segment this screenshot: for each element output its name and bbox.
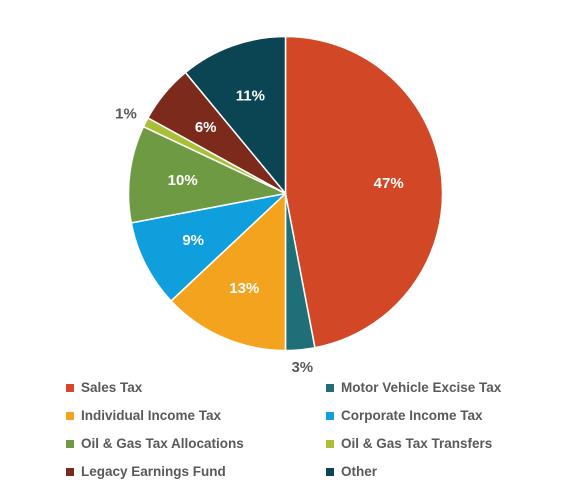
legend-swatch [66, 411, 74, 420]
pie-slice-5 [127, 125, 287, 224]
legend-swatch [326, 467, 334, 476]
data-label-4: 9% [182, 232, 204, 249]
legend-swatch [326, 439, 334, 448]
legend-label: Oil & Gas Tax Transfers [341, 436, 493, 451]
legend-item-4: Corporate Income Tax [326, 405, 536, 426]
chart-legend: Sales Tax Motor Vehicle Excise Tax Individ… [66, 377, 536, 482]
pie-slice-8 [184, 35, 287, 195]
legend-label: Oil & Gas Tax Allocations [81, 436, 244, 451]
data-label-5: 10% [168, 172, 198, 189]
data-label-1: 47% [374, 175, 404, 192]
legend-item-1: Sales Tax [66, 377, 326, 398]
legend-label: Other [341, 464, 378, 479]
legend-item-3: Individual Income Tax [66, 405, 326, 426]
legend-swatch [326, 411, 334, 420]
pie-slice-1 [284, 35, 444, 349]
legend-item-2: Motor Vehicle Excise Tax [326, 377, 536, 398]
pie-slice-3 [170, 192, 287, 352]
data-label-6: 1% [115, 106, 137, 123]
legend-item-8: Other [326, 461, 536, 482]
data-label-8: 11% [236, 88, 265, 105]
legend-label: Legacy Earnings Fund [81, 464, 226, 479]
legend-item-7: Legacy Earnings Fund [66, 461, 326, 482]
data-label-7: 6% [195, 119, 217, 136]
data-label-3: 13% [229, 280, 259, 297]
legend-item-5: Oil & Gas Tax Allocations [66, 433, 326, 454]
pie-slice-4 [130, 192, 287, 302]
legend-label: Individual Income Tax [81, 408, 222, 423]
legend-swatch [66, 467, 74, 476]
legend-swatch [66, 439, 74, 448]
legend-item-6: Oil & Gas Tax Transfers [326, 433, 536, 454]
legend-swatch [326, 383, 334, 392]
legend-label: Corporate Income Tax [341, 408, 483, 423]
legend-label: Motor Vehicle Excise Tax [341, 380, 502, 395]
data-label-2: 3% [291, 359, 313, 376]
legend-label: Sales Tax [81, 380, 143, 395]
legend-swatch [66, 383, 74, 392]
